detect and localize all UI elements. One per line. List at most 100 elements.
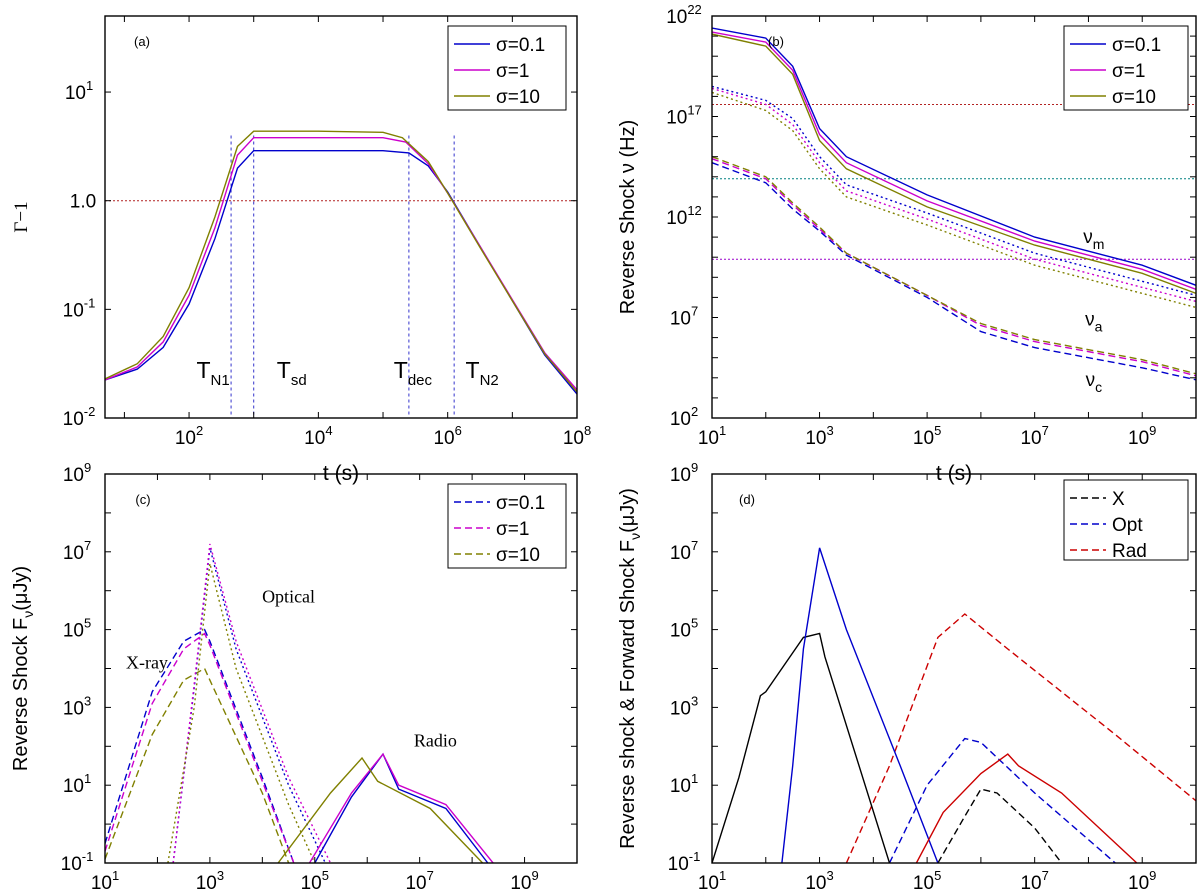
timescale-label-n2: TN2 <box>466 357 499 389</box>
curve-label-nu-m: νm <box>1083 227 1104 252</box>
curve-label-nu-a: νa <box>1085 310 1103 335</box>
series-line--10-c <box>712 156 1196 375</box>
x-tick-label: 107 <box>1020 868 1048 893</box>
legend-label: σ=0.1 <box>1112 35 1161 56</box>
x-tick-label: 106 <box>433 423 461 449</box>
panel-label: (a) <box>134 34 150 49</box>
series-line--10-radio <box>277 756 484 863</box>
series-line--0-1-c <box>712 162 1196 381</box>
x-tick-label: 105 <box>913 868 941 893</box>
y-tick-label: 105 <box>63 616 91 642</box>
x-tick-label: 103 <box>805 423 833 449</box>
y-tick-label: 105 <box>670 616 698 642</box>
annotation-x-ray: X-ray <box>126 653 168 673</box>
x-tick-label: 108 <box>563 423 591 449</box>
series-line--10-x-ray <box>105 667 290 863</box>
legend-label: σ=1 <box>1112 61 1145 82</box>
y-tick-label: 10-1 <box>61 849 94 875</box>
timescale-label-dec: Tdec <box>394 357 433 389</box>
chart-panel-a: TN1 Tsd Tdec TN2 102 104 106 108 10-2 10-1 1.0 101 (… <box>11 15 591 485</box>
legend: σ=0.1 σ=1 σ=10 <box>447 25 567 111</box>
y-tick-label: 1012 <box>666 203 702 229</box>
legend-label: σ=10 <box>1112 87 1156 108</box>
series-line-x <box>937 788 1063 863</box>
x-tick-label: 101 <box>698 868 726 893</box>
y-tick-label: 103 <box>670 693 698 719</box>
x-tick-label: 102 <box>175 423 203 449</box>
legend: σ=0.1 σ=1 σ=10 <box>1063 25 1189 111</box>
panel-label: (c) <box>135 492 150 507</box>
x-tick-label: 105 <box>301 868 329 893</box>
y-tick-label: 1022 <box>666 2 702 28</box>
panel-label: (d) <box>739 492 755 507</box>
curve-label-nu-c: νc <box>1086 370 1103 395</box>
x-tick-label: 105 <box>913 423 941 449</box>
y-tick-label: 10-2 <box>63 404 96 430</box>
series-line--10-m <box>712 33 1196 295</box>
series-line--0-1-x-ray <box>105 628 295 863</box>
timescale-label-n1: TN1 <box>196 357 229 389</box>
panel-label: (b) <box>768 34 784 49</box>
series-line-rad-rs <box>915 753 1138 863</box>
y-axis-title: Reverse Shock Fν(μJy) <box>10 566 36 771</box>
y-tick-label: 1017 <box>666 103 702 129</box>
legend-label: σ=1 <box>496 519 529 540</box>
x-tick-label: 107 <box>1020 423 1048 449</box>
x-tick-label: 109 <box>1128 868 1156 893</box>
legend-label: σ=0.1 <box>496 493 545 514</box>
series-line-rad <box>845 613 1196 863</box>
y-tick-label: 101 <box>65 78 93 104</box>
series-line-opt-rs <box>781 547 939 863</box>
y-tick-label: 107 <box>670 538 698 564</box>
y-tick-label: 107 <box>670 304 698 330</box>
legend-label: Opt <box>1112 515 1143 536</box>
annotation-radio: Radio <box>414 730 457 750</box>
series-line--0-1-a <box>712 85 1196 297</box>
x-tick-label: 103 <box>805 868 833 893</box>
series-line--1-m <box>712 31 1196 291</box>
y-tick-label: 103 <box>63 693 91 719</box>
x-tick-label: 109 <box>510 868 538 893</box>
x-tick-label: 107 <box>405 868 433 893</box>
y-axis-title: Reverse shock & Forward Shock Fν(μJy) <box>617 488 643 849</box>
y-tick-label: 101 <box>63 771 91 797</box>
series-line--0-1-radio <box>314 752 489 863</box>
y-tick-label: 101 <box>670 771 698 797</box>
legend-label: σ=10 <box>496 87 540 108</box>
y-tick-label: 10-1 <box>63 295 96 321</box>
plot-frame <box>104 15 578 419</box>
series-line--0-1 <box>105 150 577 395</box>
y-axis-title: Reverse Shock ν (Hz) <box>617 120 639 315</box>
x-tick-label: 101 <box>698 423 726 449</box>
y-tick-label: 10-1 <box>668 849 701 875</box>
y-axis-title: Γ−1 <box>11 201 32 232</box>
series-line-x-rs <box>712 632 891 863</box>
legend-label: X <box>1112 489 1125 510</box>
legend-label: σ=10 <box>496 545 540 566</box>
x-tick-label: 101 <box>91 868 119 893</box>
series-line--1-x-ray <box>105 632 295 863</box>
legend-label: σ=0.1 <box>496 35 545 56</box>
series-line--1-c <box>712 158 1196 377</box>
legend-label: Rad <box>1112 541 1147 562</box>
series-line--10 <box>105 130 577 393</box>
series-line--1 <box>105 137 577 391</box>
y-tick-label: 107 <box>63 538 91 564</box>
y-tick-label: 109 <box>670 460 698 486</box>
series-line-opt <box>888 737 1116 863</box>
series-line--10-optical <box>167 563 316 863</box>
annotation-optical: Optical <box>262 586 315 606</box>
series-line--1-radio <box>308 752 494 863</box>
y-tick-label: 109 <box>63 460 91 486</box>
series-line--1-optical <box>172 543 332 863</box>
legend-label: σ=1 <box>496 61 529 82</box>
y-tick-label: 1.0 <box>70 192 96 213</box>
legend-box <box>1063 479 1189 561</box>
legend: σ=0.1 σ=1 σ=10 <box>447 483 567 569</box>
series-line--0-1-m <box>712 27 1196 286</box>
series-line--1-a <box>712 87 1196 303</box>
